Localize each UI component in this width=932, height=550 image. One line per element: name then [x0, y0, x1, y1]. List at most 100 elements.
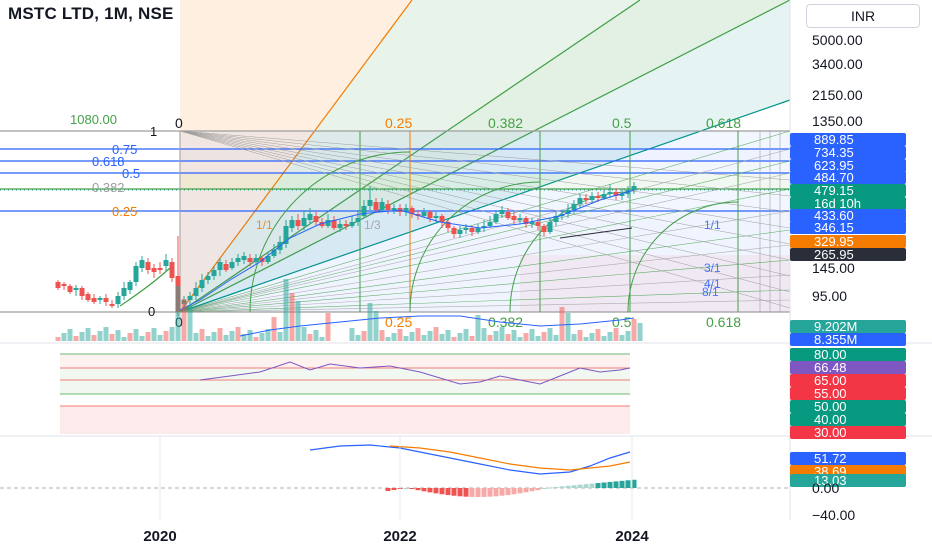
- fib-fan-line: [179, 0, 791, 313]
- candle-body: [409, 208, 415, 214]
- candle-body: [253, 258, 259, 262]
- macd-histogram-bar: [529, 488, 535, 492]
- candle-body: [193, 288, 199, 296]
- gann-grid-line: [179, 130, 791, 197]
- gann-fan-line: [179, 229, 791, 313]
- macd-histogram-bar: [439, 488, 445, 495]
- fib-fan-line: [179, 99, 791, 313]
- gann-grid-line: [179, 130, 791, 293]
- volume-bar: [583, 337, 589, 341]
- currency-selector[interactable]: INR: [806, 4, 920, 28]
- candle-body: [211, 270, 217, 276]
- price-badge: 479.15: [790, 184, 906, 197]
- volume-bar: [55, 337, 61, 341]
- candle-body: [121, 288, 127, 296]
- fib-zone: [180, 161, 790, 173]
- price-badge: 265.95: [790, 248, 906, 261]
- gann-fan-line: [179, 172, 791, 313]
- price-badge: 734.35: [790, 146, 906, 159]
- fib-level-label: 0.25: [112, 204, 137, 219]
- rsi-badge: 40.00: [790, 413, 906, 426]
- macd-histogram-bar: [451, 488, 457, 496]
- volume-bar: [547, 328, 553, 341]
- fib-fan-line: [179, 0, 413, 313]
- volume-bar: [139, 336, 145, 341]
- volume-bar: [295, 301, 301, 341]
- time-axis-label: 2022: [383, 528, 417, 545]
- volume-bar: [523, 333, 529, 341]
- volume-bar: [469, 336, 475, 341]
- moving-average-line: [179, 189, 635, 311]
- volume-bar: [445, 330, 451, 341]
- volume-bar: [577, 330, 583, 341]
- price-badge: 329.95: [790, 235, 906, 248]
- volume-bar: [61, 333, 67, 341]
- volume-bar: [481, 328, 487, 341]
- candle-body: [61, 284, 67, 286]
- candle-body: [283, 226, 289, 244]
- volume-bar: [625, 331, 631, 341]
- rsi-badge: 55.00: [790, 387, 906, 400]
- rsi-badge: 80.00: [790, 348, 906, 361]
- gann-fan-line: [179, 160, 791, 313]
- fib-level-label: 1080.00: [70, 112, 117, 127]
- rsi-badge: 66.48: [790, 361, 906, 374]
- volume-bar: [553, 335, 559, 341]
- macd-histogram-bar: [481, 488, 487, 497]
- volume-bar: [631, 319, 637, 341]
- volume-bar: [361, 331, 367, 341]
- gann-fan-line: [179, 289, 791, 313]
- candle-body: [169, 262, 175, 278]
- volume-bar: [565, 313, 571, 341]
- volume-bar: [325, 313, 331, 341]
- gann-grid-line: [179, 130, 791, 229]
- candle-body: [385, 204, 391, 210]
- volume-bar: [451, 337, 457, 341]
- gann-fan-line: [179, 259, 791, 313]
- gann-fan-line: [179, 274, 791, 313]
- volume-bar: [403, 336, 409, 341]
- macd-histogram-bar: [541, 488, 547, 489]
- volume-bar: [409, 332, 415, 341]
- candle-body: [235, 258, 241, 262]
- macd-histogram-bar: [445, 488, 451, 496]
- candle-body: [439, 216, 445, 222]
- rsi-zone: [60, 368, 630, 394]
- gann-grid-line: [179, 130, 791, 277]
- candle-body: [55, 282, 61, 288]
- volume-bar: [289, 293, 295, 341]
- macd-histogram-bar: [547, 487, 553, 489]
- volume-bar: [355, 335, 361, 341]
- volume-bar: [307, 334, 313, 341]
- volume-bar: [127, 333, 133, 341]
- candle-body: [433, 216, 439, 218]
- volume-bar: [391, 333, 397, 341]
- candle-body: [229, 262, 235, 268]
- volume-bar: [91, 335, 97, 341]
- volume-bar: [265, 329, 271, 341]
- fib-zone: [180, 173, 790, 189]
- fib-level-label: 0: [148, 304, 155, 319]
- candle-body: [241, 256, 247, 260]
- macd-histogram-bar: [385, 488, 391, 491]
- candle-body: [511, 216, 517, 220]
- volume-bar: [169, 327, 175, 341]
- candle-body: [73, 288, 79, 290]
- volume-bar: [121, 337, 127, 341]
- candle-body: [103, 298, 109, 302]
- volume-bar: [229, 331, 235, 341]
- candle-body: [403, 208, 409, 212]
- candle-body: [535, 222, 541, 226]
- volume-bar: [145, 332, 151, 341]
- candle-body: [307, 214, 313, 220]
- macd-histogram-bar: [523, 488, 529, 493]
- volume-bar: [493, 331, 499, 341]
- candle-body: [619, 194, 625, 196]
- rsi-badge: 30.00: [790, 426, 906, 439]
- volume-bar: [601, 336, 607, 341]
- volume-bar: [367, 303, 373, 341]
- fib-arc: [627, 201, 739, 313]
- volume-bar: [259, 333, 265, 341]
- macd-histogram-bar: [571, 485, 577, 488]
